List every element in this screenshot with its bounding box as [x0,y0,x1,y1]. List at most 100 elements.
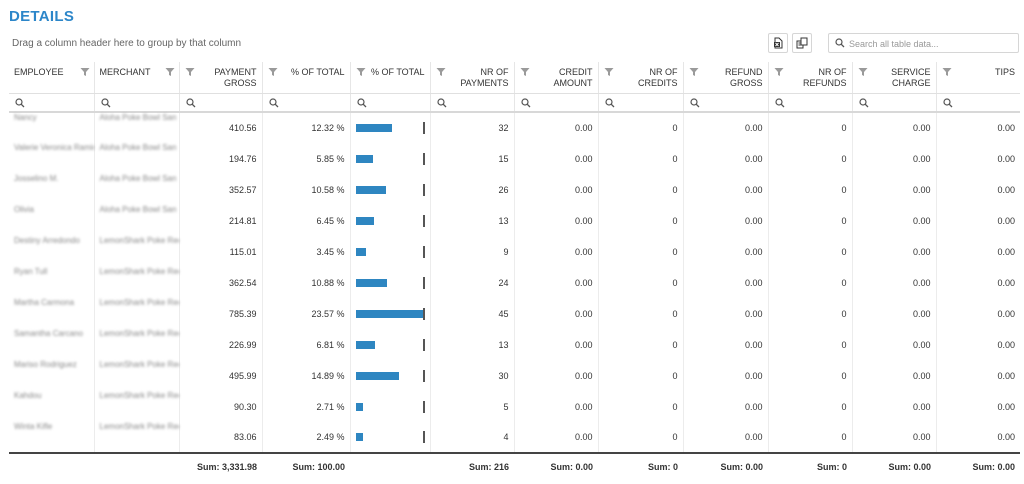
column-header-service-charge[interactable]: SERVICE CHARGE [851,62,936,94]
filter-cell-merchant[interactable] [93,93,179,113]
group-panel-hint[interactable]: Drag a column header here to group by th… [12,38,242,49]
cell-pct-of-total: 2.49 % [261,422,350,453]
filter-icon[interactable] [80,67,90,77]
column-header-payment-gross[interactable]: PAYMENT GROSS [178,62,262,94]
cell-payment-gross: 362.54 [178,267,262,298]
cell-credit-amount: 0.00 [513,298,598,329]
details-table: EMPLOYEE MERCHANT PAYMENT GROSS % OF TOTAL%… [9,62,1020,479]
cell-service-charge: 0.00 [851,267,936,298]
table-row[interactable]: Mariso Rodriguez LemonShark Poke Redlands… [9,360,1020,391]
table-row[interactable]: Josselino M. Aloha Poke Bowl San Bernardi… [9,174,1020,205]
search-input[interactable] [849,37,1015,50]
cell-employee: Samantha Carcano [14,329,83,338]
filter-cell-service-charge[interactable] [851,93,936,113]
table-row[interactable]: Nancy Aloha Poke Bowl San Bernardino410.5… [9,112,1020,143]
filter-cell-refund-gross[interactable] [682,93,768,113]
filter-icon[interactable] [604,67,614,77]
filter-cell-employee[interactable] [9,93,94,113]
column-header-tips[interactable]: TIPS [935,62,1020,94]
column-header-refund-gross[interactable]: REFUND GROSS [682,62,768,94]
export-excel-icon [774,37,783,49]
cell-nr-of-refunds: 0 [767,422,852,453]
table-row[interactable]: Winta Kifle LemonShark Poke Redlands83.06… [9,422,1020,453]
filter-icon[interactable] [185,67,195,77]
cell-pct-bar [349,143,430,174]
filter-cell-pct-of-total-bar[interactable] [349,93,430,113]
table-row[interactable]: Valerie Veronica RamirezAloha Poke Bowl … [9,143,1020,174]
cell-nr-of-credits: 0 [597,236,683,267]
filter-icon[interactable] [942,67,952,77]
cell-nr-of-refunds: 0 [767,329,852,360]
total-merchant [94,452,179,479]
cell-credit-amount: 0.00 [513,174,598,205]
filter-icon[interactable] [689,67,699,77]
column-header-credit-amount[interactable]: CREDIT AMOUNT [513,62,598,94]
column-header-nr-of-refunds[interactable]: NR OF REFUNDS [767,62,852,94]
cell-service-charge: 0.00 [851,174,936,205]
filter-cell-nr-of-credits[interactable] [597,93,683,113]
cell-pct-bar [349,236,430,267]
table-row[interactable]: Samantha Carcano LemonShark Poke Redlands… [9,329,1020,360]
grid-toolbar [768,33,1020,53]
filter-icon[interactable] [858,67,868,77]
cell-refund-gross: 0.00 [682,422,768,453]
pct-bar-end-marker [422,122,425,134]
cell-nr-of-refunds: 0 [767,205,852,236]
column-header-nr-of-payments[interactable]: NR OF PAYMENTS [429,62,514,94]
pct-bar-end-marker [422,307,425,320]
cell-nr-of-payments: 30 [429,360,514,391]
search-icon [858,98,869,108]
cell-employee: Josselino M. [14,174,59,183]
column-header-label: NR OF REFUNDS [802,67,847,88]
cell-nr-of-payments: 9 [429,236,514,267]
column-header-label: % OF TOTAL [290,67,345,77]
pct-bar [355,154,373,163]
filter-icon[interactable] [165,67,175,77]
table-row[interactable]: Kahdou LemonShark Poke Redlands90.302.71 … [9,391,1020,422]
column-header-pct-of-total-bar[interactable]: % OF TOTAL [349,62,430,94]
export-excel-button[interactable] [768,33,788,53]
column-header-nr-of-credits[interactable]: NR OF CREDITS [597,62,683,94]
cell-service-charge: 0.00 [851,422,936,453]
pct-bar [355,309,425,318]
cell-pct-bar [349,329,430,360]
table-row[interactable]: Ryan Tull LemonShark Poke Redlands362.541… [9,267,1020,298]
cell-nr-of-payments: 13 [429,329,514,360]
filter-cell-payment-gross[interactable] [178,93,262,113]
cell-merchant: Aloha Poke Bowl San Bernardino [93,143,179,174]
total-service-charge: Sum: 0.00 [852,452,936,479]
table-row[interactable]: Martha Carmona LemonShark Poke Redlands78… [9,298,1020,329]
filter-icon[interactable] [356,67,366,77]
cell-employee: Martha Carmona [14,298,75,307]
filter-icon[interactable] [436,67,446,77]
filter-cell-pct-of-total[interactable] [261,93,350,113]
cell-service-charge: 0.00 [851,360,936,391]
column-header-pct-of-total[interactable]: % OF TOTAL [261,62,350,94]
cell-refund-gross: 0.00 [682,391,768,422]
pct-bar [355,340,376,349]
cell-payment-gross: 90.30 [178,391,262,422]
cell-merchant: Aloha Poke Bowl San Bernardino [93,205,179,236]
table-row[interactable]: Olivia Aloha Poke Bowl San Bernardino214.… [9,205,1020,236]
filter-icon[interactable] [774,67,784,77]
cell-merchant: LemonShark Poke Redlands [93,236,179,267]
cell-payment-gross: 83.06 [178,422,262,453]
filter-icon[interactable] [268,67,278,77]
column-header-merchant[interactable]: MERCHANT [93,62,179,94]
filter-cell-credit-amount[interactable] [513,93,598,113]
cell-credit-amount: 0.00 [513,143,598,174]
column-chooser-button[interactable] [792,33,812,53]
cell-tips: 0.00 [935,360,1020,391]
search-panel[interactable] [828,33,1019,53]
cell-service-charge: 0.00 [851,112,936,143]
total-nr-payments: Sum: 216 [430,452,514,479]
filter-cell-nr-of-payments[interactable] [429,93,514,113]
filter-cell-nr-of-refunds[interactable] [767,93,852,113]
pct-bar [355,185,387,194]
cell-payment-gross: 785.39 [178,298,262,329]
cell-merchant: LemonShark Poke Redlands [93,298,179,329]
column-header-employee[interactable]: EMPLOYEE [9,62,94,94]
table-row[interactable]: Destiny Arredondo LemonShark Poke Redland… [9,236,1020,267]
filter-cell-tips[interactable] [935,93,1020,113]
filter-icon[interactable] [520,67,530,77]
